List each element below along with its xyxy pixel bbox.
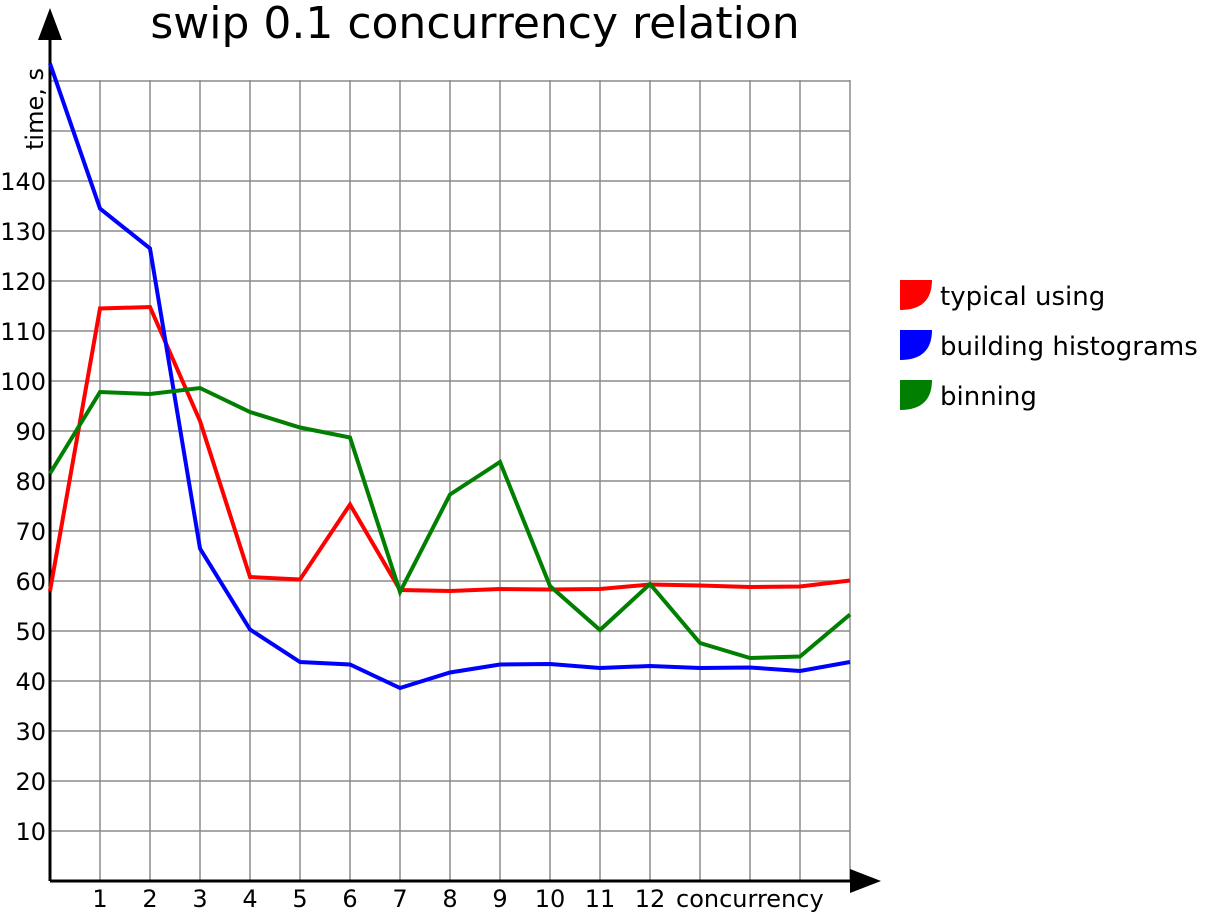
y-tick-label: 80 bbox=[15, 468, 46, 496]
x-tick-label: 12 bbox=[635, 885, 666, 913]
x-tick-label: 3 bbox=[192, 885, 207, 913]
x-tick-label: 5 bbox=[292, 885, 307, 913]
x-axis-label: concurrency bbox=[676, 885, 824, 913]
x-tick-label: 7 bbox=[392, 885, 407, 913]
x-tick-label: 8 bbox=[442, 885, 457, 913]
y-axis-label: time, s bbox=[21, 68, 49, 150]
y-tick-label: 10 bbox=[15, 818, 46, 846]
y-tick-label: 90 bbox=[15, 418, 46, 446]
legend-label-binning: binning bbox=[940, 382, 1037, 412]
y-tick-label: 100 bbox=[0, 368, 46, 396]
y-tick-label: 120 bbox=[0, 268, 46, 296]
x-tick-label: 10 bbox=[535, 885, 566, 913]
legend-swatch-icon bbox=[900, 330, 932, 360]
x-tick-label: 2 bbox=[142, 885, 157, 913]
y-tick-label: 110 bbox=[0, 318, 46, 346]
legend-label-typical-using: typical using bbox=[940, 282, 1105, 312]
legend: typical using building histograms binning bbox=[900, 280, 1198, 412]
legend-swatch-icon bbox=[900, 380, 932, 410]
y-axis-arrow-icon bbox=[38, 8, 62, 40]
y-tick-label: 50 bbox=[15, 618, 46, 646]
series-line-binning bbox=[48, 385, 852, 661]
series-lines bbox=[48, 62, 852, 691]
y-tick-label: 70 bbox=[15, 518, 46, 546]
x-tick-label: 1 bbox=[92, 885, 107, 913]
y-tick-label: 130 bbox=[0, 218, 46, 246]
series-line-typical-using bbox=[48, 304, 851, 594]
grid bbox=[50, 80, 851, 881]
tick-labels: 1 2 3 4 5 6 7 8 9 10 11 121020304050607080901001101… bbox=[0, 168, 665, 913]
y-tick-label: 60 bbox=[15, 568, 46, 596]
y-tick-label: 140 bbox=[0, 168, 46, 196]
chart-title: swip 0.1 concurrency relation bbox=[150, 0, 799, 49]
x-axis-arrow-icon bbox=[850, 869, 881, 893]
y-tick-label: 40 bbox=[15, 668, 46, 696]
legend-swatch-icon bbox=[900, 280, 932, 310]
x-tick-label: 11 bbox=[585, 885, 616, 913]
x-tick-label: 6 bbox=[342, 885, 357, 913]
legend-label-building-histograms: building histograms bbox=[940, 332, 1198, 362]
axes bbox=[38, 8, 881, 893]
x-tick-label: 4 bbox=[242, 885, 257, 913]
y-tick-label: 20 bbox=[15, 768, 46, 796]
x-tick-label: 9 bbox=[492, 885, 507, 913]
series-line-building-histograms bbox=[48, 62, 851, 691]
y-tick-label: 30 bbox=[15, 718, 46, 746]
